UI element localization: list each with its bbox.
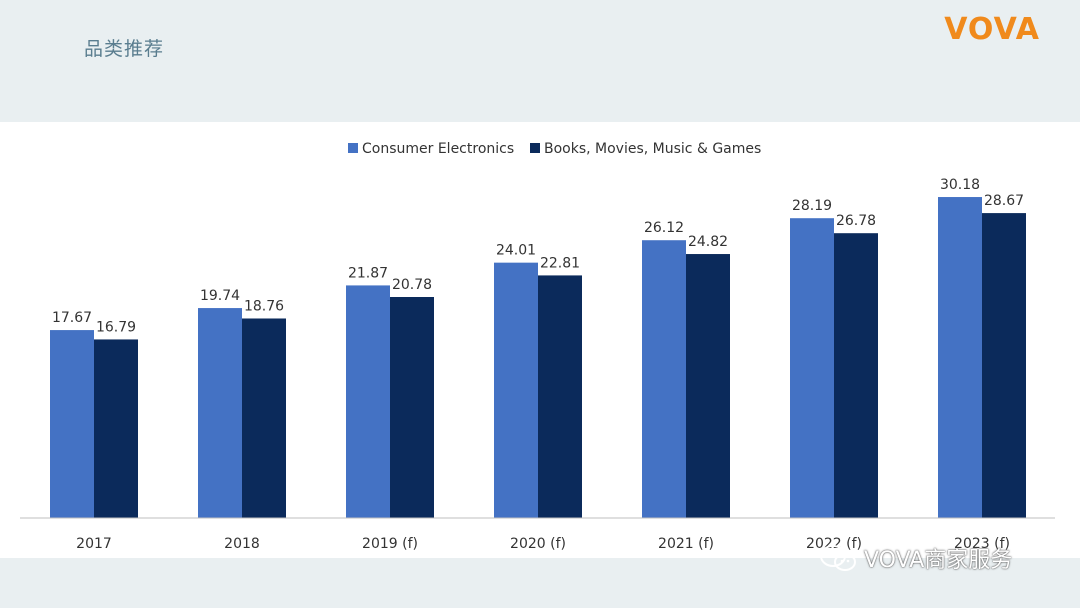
bar — [242, 318, 286, 518]
footer-band — [0, 558, 1080, 608]
x-tick-label: 2021 (f) — [658, 536, 714, 552]
bar — [642, 240, 686, 518]
x-tick-label: 2023 (f) — [954, 536, 1010, 552]
watermark-text: VOVA商家服务 — [864, 548, 1013, 573]
x-tick-label: 2017 — [76, 536, 112, 552]
bar — [346, 285, 390, 518]
legend-swatch — [530, 143, 540, 153]
bar — [686, 254, 730, 518]
data-label: 20.78 — [392, 277, 432, 293]
x-tick-label: 2020 (f) — [510, 536, 566, 552]
legend-swatch — [348, 143, 358, 153]
wechat-icon — [820, 545, 856, 571]
bar — [982, 213, 1026, 518]
chart-bars — [50, 197, 1026, 518]
data-label: 21.87 — [348, 265, 388, 281]
bar — [198, 308, 242, 518]
bar — [834, 233, 878, 518]
data-label: 28.67 — [984, 193, 1024, 209]
bar — [538, 275, 582, 518]
data-label: 16.79 — [96, 319, 136, 335]
data-label: 26.78 — [836, 213, 876, 229]
data-label: 24.82 — [688, 234, 728, 250]
x-tick-label: 2018 — [224, 536, 260, 552]
bar — [790, 218, 834, 518]
data-label: 26.12 — [644, 220, 684, 236]
legend-label: Consumer Electronics — [362, 141, 514, 157]
data-label: 22.81 — [540, 255, 580, 271]
data-label: 30.18 — [940, 177, 980, 193]
chart-x-axis: 2017 2018 2019 (f) 2020 (f) 2021 (f) 2022 (f)… — [20, 517, 1055, 552]
page-title: 品类推荐 — [84, 38, 165, 60]
chart-panel: Consumer Electronics Books, Movies, Music… — [0, 122, 1080, 558]
bar — [494, 262, 538, 518]
data-label: 28.19 — [792, 198, 832, 214]
bar — [50, 330, 94, 518]
bar — [94, 339, 138, 518]
bar — [938, 197, 982, 518]
chart-legend: Consumer Electronics Books, Movies, Music… — [348, 141, 761, 157]
x-tick-label: 2022 (f) — [806, 536, 862, 552]
brand-logo: VOVA — [944, 12, 1040, 47]
data-label: 18.76 — [244, 298, 284, 314]
bar-chart: Consumer Electronics Books, Movies, Music… — [20, 141, 1055, 552]
x-tick-label: 2019 (f) — [362, 536, 418, 552]
legend-label: Books, Movies, Music & Games — [544, 141, 761, 157]
slide-header: 品类推荐 VOVA — [0, 0, 1080, 122]
data-label: 19.74 — [200, 288, 240, 304]
data-label: 24.01 — [496, 243, 536, 259]
watermark: VOVA商家服务 — [818, 542, 1012, 574]
bar — [390, 297, 434, 518]
data-label: 17.67 — [52, 310, 92, 326]
